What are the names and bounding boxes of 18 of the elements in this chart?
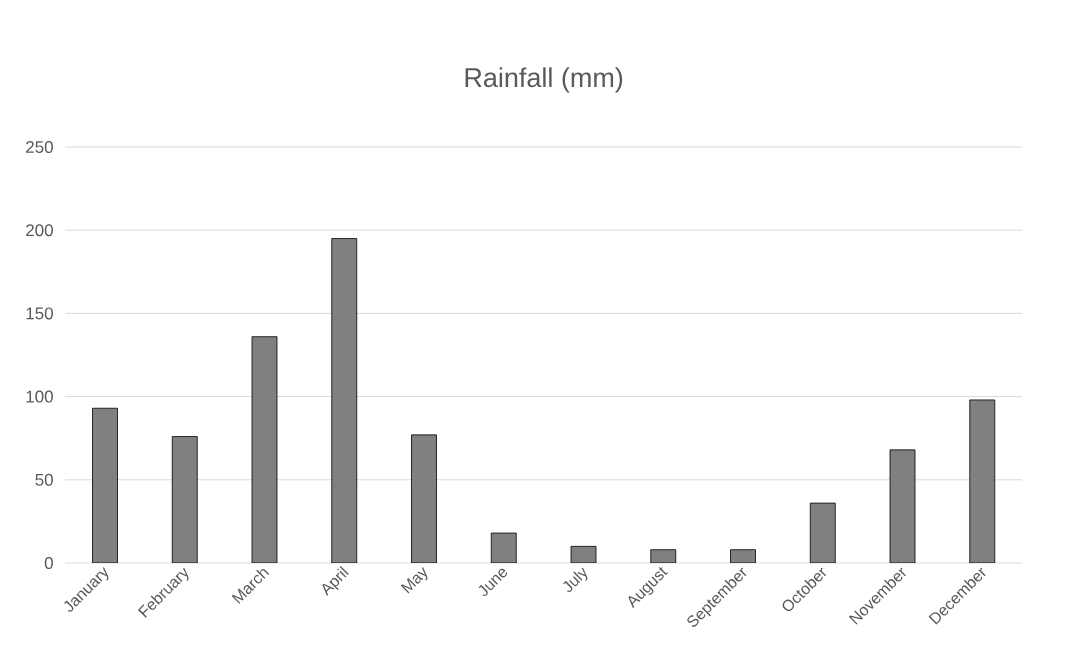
bar — [331, 238, 358, 563]
y-tick-label: 50 — [35, 473, 53, 486]
y-tick-label: 200 — [26, 224, 53, 237]
x-tick-label: May — [400, 566, 428, 594]
bar — [171, 436, 198, 563]
bar — [490, 532, 517, 563]
y-tick-label: 250 — [26, 140, 53, 154]
bar — [92, 407, 118, 563]
y-tick-label: 100 — [26, 390, 53, 403]
bar — [251, 336, 278, 563]
y-tick-label: 150 — [26, 307, 53, 320]
y-tick-label: 0 — [44, 556, 53, 570]
chart-title: Rainfall (mm) — [465, 67, 623, 93]
bar — [411, 434, 437, 563]
bar — [889, 449, 916, 563]
x-tick-label: July — [563, 567, 588, 593]
bar — [809, 502, 836, 563]
bar — [969, 399, 996, 563]
